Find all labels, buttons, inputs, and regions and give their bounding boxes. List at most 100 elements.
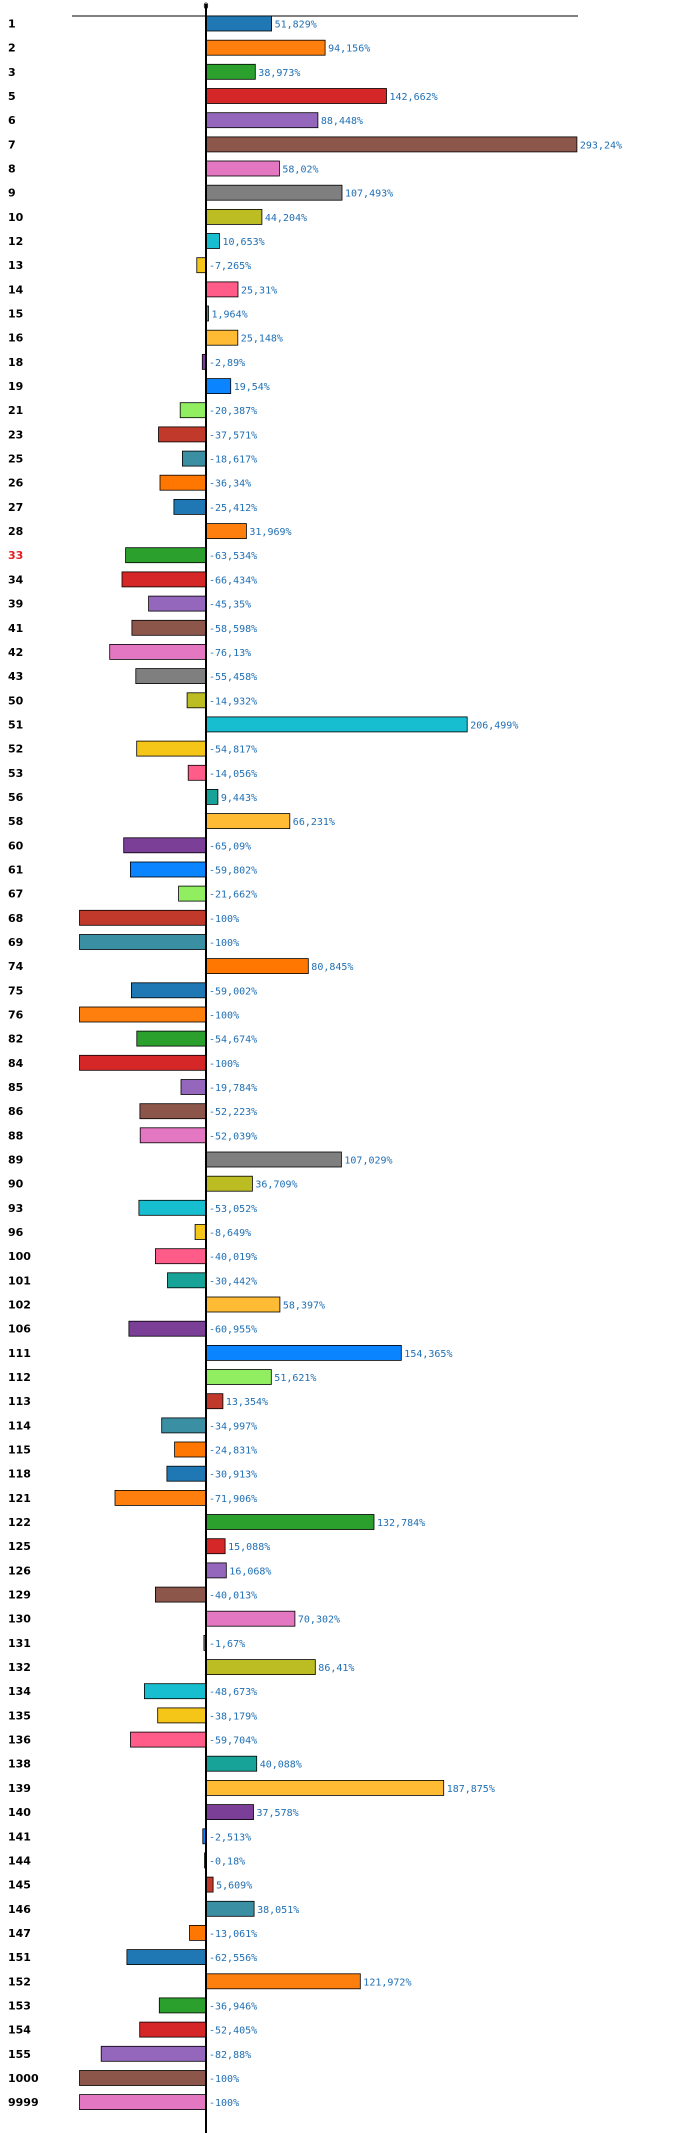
bar	[161, 1417, 207, 1434]
bar	[154, 1586, 207, 1603]
value-label: -82,88%	[209, 2050, 251, 2061]
category-label: 26	[8, 477, 24, 490]
value-label: -14,056%	[209, 769, 257, 780]
value-label: -45,35%	[209, 600, 251, 611]
category-label: 155	[8, 2048, 31, 2061]
value-label: -63,534%	[209, 551, 257, 562]
category-label: 111	[8, 1347, 31, 1360]
category-label: 5	[8, 90, 16, 103]
category-label: 23	[8, 428, 23, 441]
value-label: -100%	[209, 2074, 239, 2085]
value-label: 10,653%	[223, 237, 265, 248]
value-label: 107,029%	[344, 1155, 392, 1166]
value-label: 37,578%	[257, 1808, 299, 1819]
value-label: 121,972%	[363, 1977, 411, 1988]
bar	[79, 2070, 207, 2086]
bar	[205, 136, 578, 153]
bar	[128, 1320, 207, 1337]
category-label: 41	[8, 622, 23, 635]
value-label: 51,621%	[274, 1373, 316, 1384]
value-label: -100%	[209, 2098, 239, 2109]
value-label: -40,019%	[209, 1252, 257, 1263]
bar	[139, 1127, 207, 1144]
bar	[129, 861, 207, 878]
value-label: 293,24%	[580, 140, 622, 151]
value-label: -30,913%	[209, 1470, 257, 1481]
category-label: 106	[8, 1323, 31, 1336]
bar	[121, 571, 207, 588]
value-label: 107,493%	[345, 189, 393, 200]
category-label: 147	[8, 1927, 31, 1940]
bar	[205, 112, 319, 129]
bar	[100, 2045, 207, 2062]
bar	[205, 1610, 296, 1627]
category-label: 146	[8, 1903, 31, 1916]
bar	[173, 498, 207, 515]
category-label: 42	[8, 646, 23, 659]
value-label: 9,443%	[221, 793, 257, 804]
category-label: 9999	[8, 2096, 39, 2109]
value-label: -55,458%	[209, 672, 257, 683]
value-label: -100%	[209, 1059, 239, 1070]
value-label: -13,061%	[209, 1929, 257, 1940]
value-label: 187,875%	[447, 1784, 495, 1795]
category-label: 76	[8, 1008, 24, 1021]
bar	[79, 1054, 207, 1071]
category-label: 140	[8, 1806, 31, 1819]
bar	[205, 15, 272, 32]
category-label: 3	[8, 66, 16, 79]
category-label: 1	[8, 18, 16, 31]
category-label: 27	[8, 501, 23, 514]
value-label: -1,67%	[209, 1639, 245, 1650]
bar	[205, 378, 232, 395]
category-label: 145	[8, 1879, 31, 1892]
value-label: -58,598%	[209, 624, 257, 635]
value-label: -59,002%	[209, 986, 257, 997]
value-label: 38,973%	[258, 68, 300, 79]
category-label: 84	[8, 1057, 24, 1070]
category-label: 12	[8, 235, 23, 248]
category-label: 16	[8, 332, 24, 345]
category-label: 53	[8, 767, 23, 780]
bar	[187, 764, 207, 781]
value-label: 58,397%	[283, 1301, 325, 1312]
bar	[148, 595, 207, 612]
category-label: 15	[8, 308, 23, 321]
category-label: 112	[8, 1371, 31, 1384]
value-label: -62,556%	[209, 1953, 257, 1964]
value-label: -54,674%	[209, 1035, 257, 1046]
bar	[139, 1103, 207, 1120]
category-label: 138	[8, 1758, 31, 1771]
category-label: 67	[8, 888, 23, 901]
value-label: -37,571%	[209, 430, 257, 441]
bar	[205, 160, 280, 177]
bar	[205, 523, 247, 539]
bar	[136, 1030, 207, 1047]
bar	[159, 474, 207, 491]
category-label: 139	[8, 1782, 31, 1795]
bar	[205, 813, 291, 829]
bar	[205, 1804, 254, 1820]
bar	[205, 88, 387, 104]
category-label: 58	[8, 815, 23, 828]
value-label: -21,662%	[209, 890, 257, 901]
category-label: 18	[8, 356, 23, 369]
value-label: -59,802%	[209, 865, 257, 876]
bar	[205, 1393, 224, 1410]
category-label: 131	[8, 1637, 31, 1650]
value-label: -18,617%	[209, 455, 257, 466]
bar	[136, 740, 207, 757]
category-label: 19	[8, 380, 23, 393]
category-label: 61	[8, 863, 23, 876]
category-label: 118	[8, 1468, 31, 1481]
value-label: -100%	[209, 1010, 239, 1021]
value-label: -76,13%	[209, 648, 251, 659]
category-label: 10	[8, 211, 24, 224]
value-label: 51,829%	[275, 20, 317, 31]
value-label: 88,448%	[321, 116, 363, 127]
bar	[130, 1731, 207, 1748]
bar	[205, 1876, 214, 1893]
bar	[114, 1490, 207, 1506]
category-label: 96	[8, 1226, 24, 1239]
bar	[205, 1538, 226, 1555]
